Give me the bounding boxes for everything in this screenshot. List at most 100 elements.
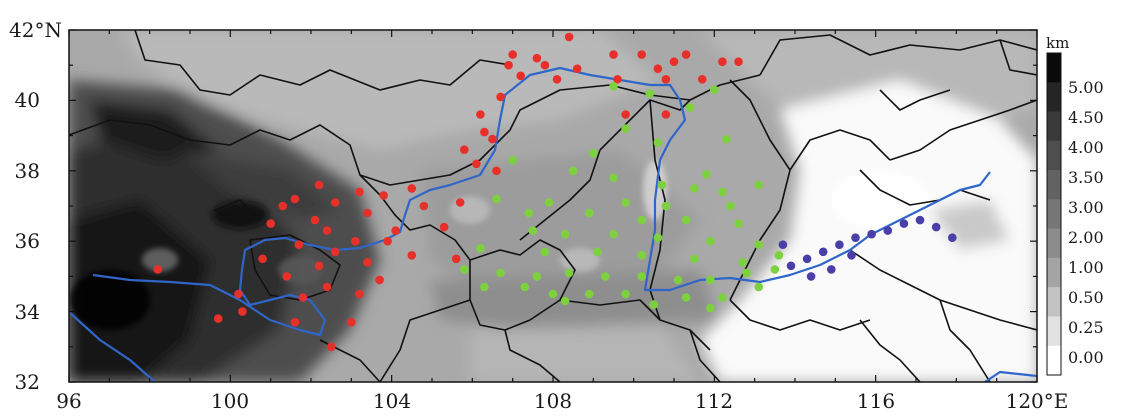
green-station-36 xyxy=(774,251,784,260)
red-station-46 xyxy=(407,251,417,260)
purple-station-5 xyxy=(867,229,876,239)
purple-station-4 xyxy=(851,233,860,242)
red-station-6 xyxy=(718,57,727,66)
red-station-41 xyxy=(322,226,332,235)
green-station-47 xyxy=(520,282,530,292)
cb-tick-3.00: 3.00 xyxy=(1068,198,1104,217)
red-station-31 xyxy=(290,194,300,204)
red-station-42 xyxy=(383,236,392,246)
red-station-29 xyxy=(314,180,324,190)
lon-tick-100: 100 xyxy=(211,389,249,413)
green-station-33 xyxy=(637,251,646,260)
red-station-23 xyxy=(488,134,497,144)
red-station-2 xyxy=(532,53,542,63)
green-station-12 xyxy=(718,187,727,197)
cb-tick-4.00: 4.00 xyxy=(1068,138,1104,157)
green-station-9 xyxy=(609,173,618,183)
green-station-52 xyxy=(718,293,727,302)
red-station-40 xyxy=(439,222,449,232)
colorbar-swatch-4 xyxy=(1047,170,1061,200)
green-station-41 xyxy=(601,272,610,281)
green-station-15 xyxy=(544,198,554,207)
colorbar-swatch-9 xyxy=(1047,316,1061,347)
green-station-34 xyxy=(689,254,699,264)
red-station-25 xyxy=(472,159,481,169)
green-station-32 xyxy=(593,247,602,257)
green-station-50 xyxy=(621,289,630,299)
river-sw xyxy=(69,311,156,382)
lon-tick-104: 104 xyxy=(373,389,411,413)
red-station-49 xyxy=(314,261,324,271)
green-station-59 xyxy=(589,148,598,158)
red-station-56 xyxy=(238,307,247,316)
green-station-54 xyxy=(649,300,659,309)
red-station-45 xyxy=(330,247,340,257)
red-station-38 xyxy=(266,219,276,228)
green-station-40 xyxy=(564,268,574,278)
green-station-10 xyxy=(657,180,667,190)
colorbar-frame xyxy=(1046,52,1062,376)
purple-station-10 xyxy=(948,233,957,242)
green-station-18 xyxy=(726,201,735,211)
lon-tick-108: 108 xyxy=(534,389,572,413)
green-station-4 xyxy=(621,124,630,133)
green-station-14 xyxy=(492,194,501,204)
red-station-20 xyxy=(621,110,630,119)
red-station-35 xyxy=(455,198,465,207)
red-station-58 xyxy=(290,317,300,327)
lon-tick-labels: 96 100 104 108 112 116 120°E xyxy=(56,389,1068,413)
purple-station-3 xyxy=(835,240,844,249)
green-station-1 xyxy=(645,89,655,98)
colorbar-swatch-5 xyxy=(1047,199,1061,230)
colorbar-swatch-1 xyxy=(1047,82,1061,113)
colorbar-swatch-8 xyxy=(1047,287,1061,317)
green-station-8 xyxy=(568,166,578,176)
green-station-0 xyxy=(609,82,618,91)
red-station-48 xyxy=(363,258,372,267)
stations-purple xyxy=(778,215,957,281)
green-station-7 xyxy=(508,155,517,165)
cb-tick-0.00: 0.00 xyxy=(1068,348,1104,367)
red-station-27 xyxy=(407,184,417,193)
red-station-16 xyxy=(661,75,671,84)
red-station-13 xyxy=(516,71,525,81)
red-station-32 xyxy=(278,201,288,211)
green-station-17 xyxy=(661,201,671,211)
terrain-layer xyxy=(69,30,1037,382)
colorbar-swatch-0 xyxy=(1047,53,1061,83)
cb-tick-0.25: 0.25 xyxy=(1068,318,1104,337)
cb-tick-4.50: 4.50 xyxy=(1068,108,1104,127)
stations-green xyxy=(460,82,784,313)
red-station-3 xyxy=(609,50,618,59)
purple-station-11 xyxy=(806,272,816,281)
green-station-35 xyxy=(738,258,747,267)
colorbar: km 5.00 4.50 4.00 3.50 3.00 2.00 1.00 0.… xyxy=(1046,34,1104,376)
red-station-37 xyxy=(310,215,320,225)
green-station-55 xyxy=(706,303,715,313)
red-station-22 xyxy=(480,127,489,137)
red-station-59 xyxy=(347,317,356,327)
colorbar-swatch-7 xyxy=(1047,257,1061,288)
green-station-39 xyxy=(532,272,542,281)
red-station-1 xyxy=(508,50,517,59)
red-station-21 xyxy=(661,110,671,119)
lon-tick-112: 112 xyxy=(695,389,733,413)
green-station-6 xyxy=(722,134,731,144)
lon-tick-116: 116 xyxy=(857,389,895,413)
green-station-49 xyxy=(585,289,594,299)
green-station-29 xyxy=(754,240,763,249)
red-station-15 xyxy=(613,75,622,84)
green-station-45 xyxy=(742,268,751,278)
purple-station-0 xyxy=(786,261,796,271)
lat-tick-labels: 32 34 36 38 40 42°N xyxy=(9,18,62,394)
cb-tick-2.00: 2.00 xyxy=(1068,228,1104,247)
purple-station-2 xyxy=(818,247,828,257)
stations-red xyxy=(153,32,743,352)
red-station-8 xyxy=(540,60,550,70)
purple-station-8 xyxy=(915,215,925,225)
purple-station-6 xyxy=(883,226,893,235)
purple-station-13 xyxy=(847,251,856,260)
green-station-26 xyxy=(609,229,618,239)
red-station-50 xyxy=(258,254,267,264)
tick-marks xyxy=(68,29,1038,383)
